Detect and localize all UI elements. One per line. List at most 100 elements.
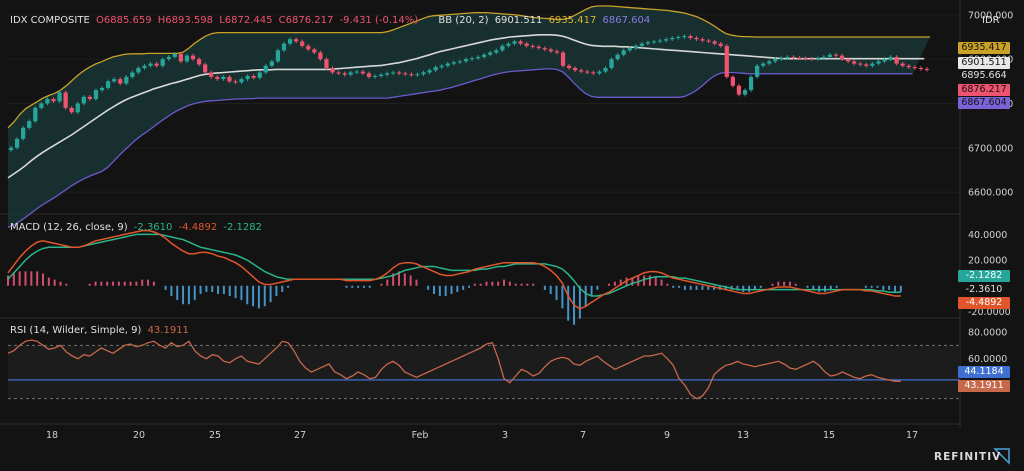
candle-body bbox=[736, 85, 742, 95]
x-axis-label: 15 bbox=[823, 430, 835, 441]
x-axis-label: 3 bbox=[502, 430, 508, 441]
candle-body bbox=[257, 72, 262, 78]
candle-body bbox=[160, 59, 165, 66]
symbol-label: IDX COMPOSITE bbox=[10, 15, 90, 26]
candle-body bbox=[196, 59, 202, 65]
candle-body bbox=[560, 52, 566, 66]
candle-body bbox=[700, 39, 705, 41]
macd-value: -2.3610 bbox=[133, 222, 173, 233]
candle-body bbox=[463, 59, 469, 62]
candle-body bbox=[645, 42, 651, 44]
candle-body bbox=[912, 67, 917, 69]
candle-body bbox=[609, 59, 614, 69]
candle-body bbox=[882, 59, 887, 62]
candle-body bbox=[864, 64, 869, 66]
candle-body bbox=[372, 75, 378, 77]
candle-body bbox=[21, 127, 26, 139]
candle-body bbox=[263, 65, 268, 73]
candle-body bbox=[742, 90, 748, 95]
x-axis-label: 7 bbox=[580, 430, 586, 441]
candle-body bbox=[209, 72, 214, 77]
candle-body bbox=[633, 45, 638, 49]
candle-body bbox=[924, 68, 930, 70]
candle-body bbox=[203, 64, 208, 73]
rsi-value: 43.1911 bbox=[147, 325, 189, 336]
candle-body bbox=[324, 59, 329, 69]
candle-body bbox=[403, 73, 408, 75]
x-axis-label: 17 bbox=[906, 430, 918, 441]
candle-body bbox=[676, 37, 681, 39]
candle-body bbox=[512, 41, 517, 44]
candle-body bbox=[124, 76, 129, 84]
bb-lower-tag: 6867.604 bbox=[958, 97, 1010, 109]
macd-axis-label: 40.0000 bbox=[968, 230, 1007, 241]
candle-body bbox=[439, 65, 444, 68]
candle-body bbox=[821, 56, 826, 59]
candle-body bbox=[791, 56, 796, 58]
macd-line-tag: -2.3610 bbox=[958, 284, 1010, 296]
candle-body bbox=[39, 103, 44, 108]
candle-body bbox=[172, 53, 177, 57]
macd-label: MACD (12, 26, close, 9) bbox=[10, 222, 128, 233]
macd-signal-tag: -4.4892 bbox=[958, 297, 1010, 309]
candle-body bbox=[294, 39, 299, 42]
candle-body bbox=[178, 53, 183, 62]
macd-signal-line bbox=[7, 233, 901, 297]
x-axis-label: 25 bbox=[209, 430, 221, 441]
x-axis-label: 9 bbox=[664, 430, 670, 441]
candle-body bbox=[579, 70, 584, 72]
candle-body bbox=[475, 56, 481, 59]
candle-body bbox=[627, 48, 632, 51]
candle-body bbox=[827, 54, 833, 57]
candle-body bbox=[184, 55, 190, 62]
candle-body bbox=[397, 72, 402, 74]
candle-body bbox=[615, 54, 620, 60]
candle-body bbox=[300, 41, 305, 46]
candle-body bbox=[779, 58, 784, 60]
candle-body bbox=[500, 45, 505, 51]
rsi-axis-label: 80.0000 bbox=[968, 328, 1007, 339]
price-axis-label: 6600.000 bbox=[968, 188, 1013, 199]
candle-body bbox=[815, 58, 820, 60]
bb-lower-line bbox=[7, 68, 913, 229]
candle-body bbox=[8, 147, 14, 150]
candle-body bbox=[603, 68, 608, 72]
rsi-value-tag: 43.1911 bbox=[958, 380, 1010, 392]
signal-value: -4.4892 bbox=[178, 222, 218, 233]
candle-body bbox=[688, 36, 693, 38]
candle-body bbox=[457, 61, 463, 63]
candle-body bbox=[69, 107, 74, 113]
candle-body bbox=[415, 74, 420, 76]
rsi-band-fill bbox=[8, 345, 960, 399]
candle-body bbox=[215, 76, 220, 80]
brand-logo: REFINITIV bbox=[934, 451, 1002, 463]
candle-body bbox=[14, 138, 20, 148]
rsi-label: RSI (14, Wilder, Simple, 9) bbox=[10, 325, 142, 336]
candle-body bbox=[664, 39, 669, 41]
bb-lower-value: 6867.604 bbox=[602, 15, 651, 26]
candle-body bbox=[785, 56, 790, 59]
candle-body bbox=[93, 90, 99, 100]
candle-body bbox=[651, 41, 657, 43]
candle-body bbox=[536, 46, 541, 49]
hist-value: -2.1282 bbox=[223, 222, 262, 233]
candle-body bbox=[57, 92, 62, 102]
candle-body bbox=[900, 63, 905, 66]
bb-mid-value: 6901.511 bbox=[494, 15, 543, 26]
x-axis-label: 13 bbox=[737, 430, 749, 441]
candle-body bbox=[682, 36, 687, 38]
candle-body bbox=[506, 43, 511, 46]
candle-body bbox=[360, 71, 365, 74]
candle-body bbox=[409, 74, 414, 76]
candle-body bbox=[433, 67, 438, 71]
candle-body bbox=[469, 58, 475, 60]
candle-body bbox=[354, 71, 359, 73]
candle-body bbox=[767, 61, 772, 64]
candle-body bbox=[342, 73, 347, 75]
candle-body bbox=[918, 68, 924, 70]
bb-upper-value: 6935.417 bbox=[548, 15, 597, 26]
candle-body bbox=[427, 70, 432, 73]
candle-body bbox=[348, 72, 353, 75]
candle-body bbox=[251, 75, 256, 78]
